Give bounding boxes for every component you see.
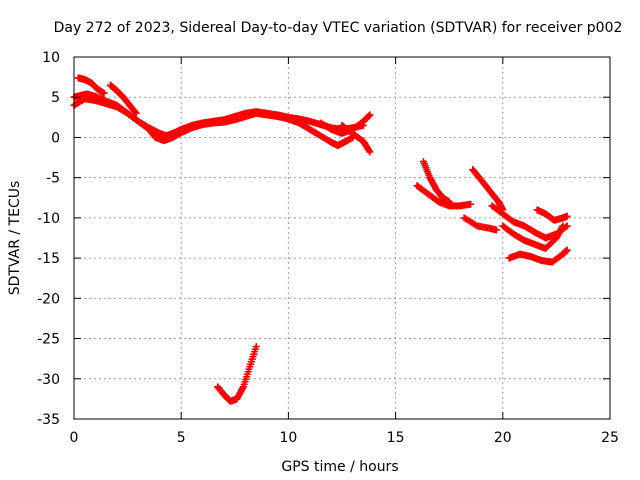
data-point bbox=[559, 222, 567, 230]
series-arc-late-1 bbox=[413, 182, 475, 210]
series-arc-late-4 bbox=[488, 202, 571, 242]
series-arc-late-3 bbox=[469, 166, 507, 214]
y-tick-label: -35 bbox=[37, 412, 60, 428]
series-arc-mid-high bbox=[106, 81, 140, 117]
data-point bbox=[366, 148, 374, 156]
series-arc-evening-b bbox=[338, 121, 374, 156]
data-point bbox=[239, 384, 247, 392]
x-axis-label: GPS time / hours bbox=[281, 459, 398, 475]
y-tick-label: 10 bbox=[42, 50, 60, 66]
data-point bbox=[131, 108, 139, 116]
data-point bbox=[100, 89, 108, 97]
data-point bbox=[467, 200, 475, 208]
data-point bbox=[558, 223, 566, 231]
series-arc-main-lower bbox=[70, 95, 357, 149]
data-point bbox=[365, 147, 373, 155]
y-tick-label: -5 bbox=[46, 171, 60, 187]
chart-title: Day 272 of 2023, Sidereal Day-to-day VTE… bbox=[54, 20, 623, 36]
y-tick-label: 5 bbox=[51, 90, 60, 106]
y-tick-label: 0 bbox=[51, 130, 60, 146]
x-tick-label: 15 bbox=[387, 430, 405, 446]
x-tick-label: 25 bbox=[601, 430, 619, 446]
data-point bbox=[492, 226, 500, 234]
plot-frame bbox=[73, 56, 611, 420]
data-point bbox=[366, 111, 374, 119]
y-tick-label: -10 bbox=[37, 211, 60, 227]
x-tick-label: 10 bbox=[279, 430, 297, 446]
x-tick-label: 5 bbox=[177, 430, 186, 446]
x-tick-label: 0 bbox=[70, 430, 79, 446]
data-point bbox=[132, 109, 140, 117]
y-axis-label: SDTVAR / TECUs bbox=[7, 181, 23, 296]
data-points bbox=[70, 74, 571, 405]
y-tick-label: -20 bbox=[37, 291, 60, 307]
data-point bbox=[563, 246, 571, 254]
y-tick-label: -15 bbox=[37, 251, 60, 267]
data-point bbox=[252, 343, 260, 351]
series-arc-late-5 bbox=[499, 222, 567, 252]
data-point bbox=[445, 198, 453, 206]
y-tick-label: -30 bbox=[37, 372, 60, 388]
series-arc-main-upper bbox=[70, 90, 367, 140]
y-tick-label: -25 bbox=[37, 332, 60, 348]
data-point bbox=[365, 112, 373, 120]
data-point bbox=[563, 212, 571, 220]
series-arc-late-8 bbox=[460, 214, 500, 234]
series-arc-early-high bbox=[74, 74, 108, 97]
x-tick-label: 20 bbox=[494, 430, 512, 446]
series-arc-late-2 bbox=[419, 158, 453, 206]
series-arc-late-7 bbox=[533, 206, 571, 224]
axis-ticks: 0 5 10 15 20 25 10 5 0 -5 -10 -15 -20 -25 -30 -35 bbox=[37, 50, 619, 446]
series-arc-late-6 bbox=[505, 246, 571, 266]
grid-lines bbox=[74, 57, 610, 419]
series-arc-dip bbox=[214, 343, 260, 405]
